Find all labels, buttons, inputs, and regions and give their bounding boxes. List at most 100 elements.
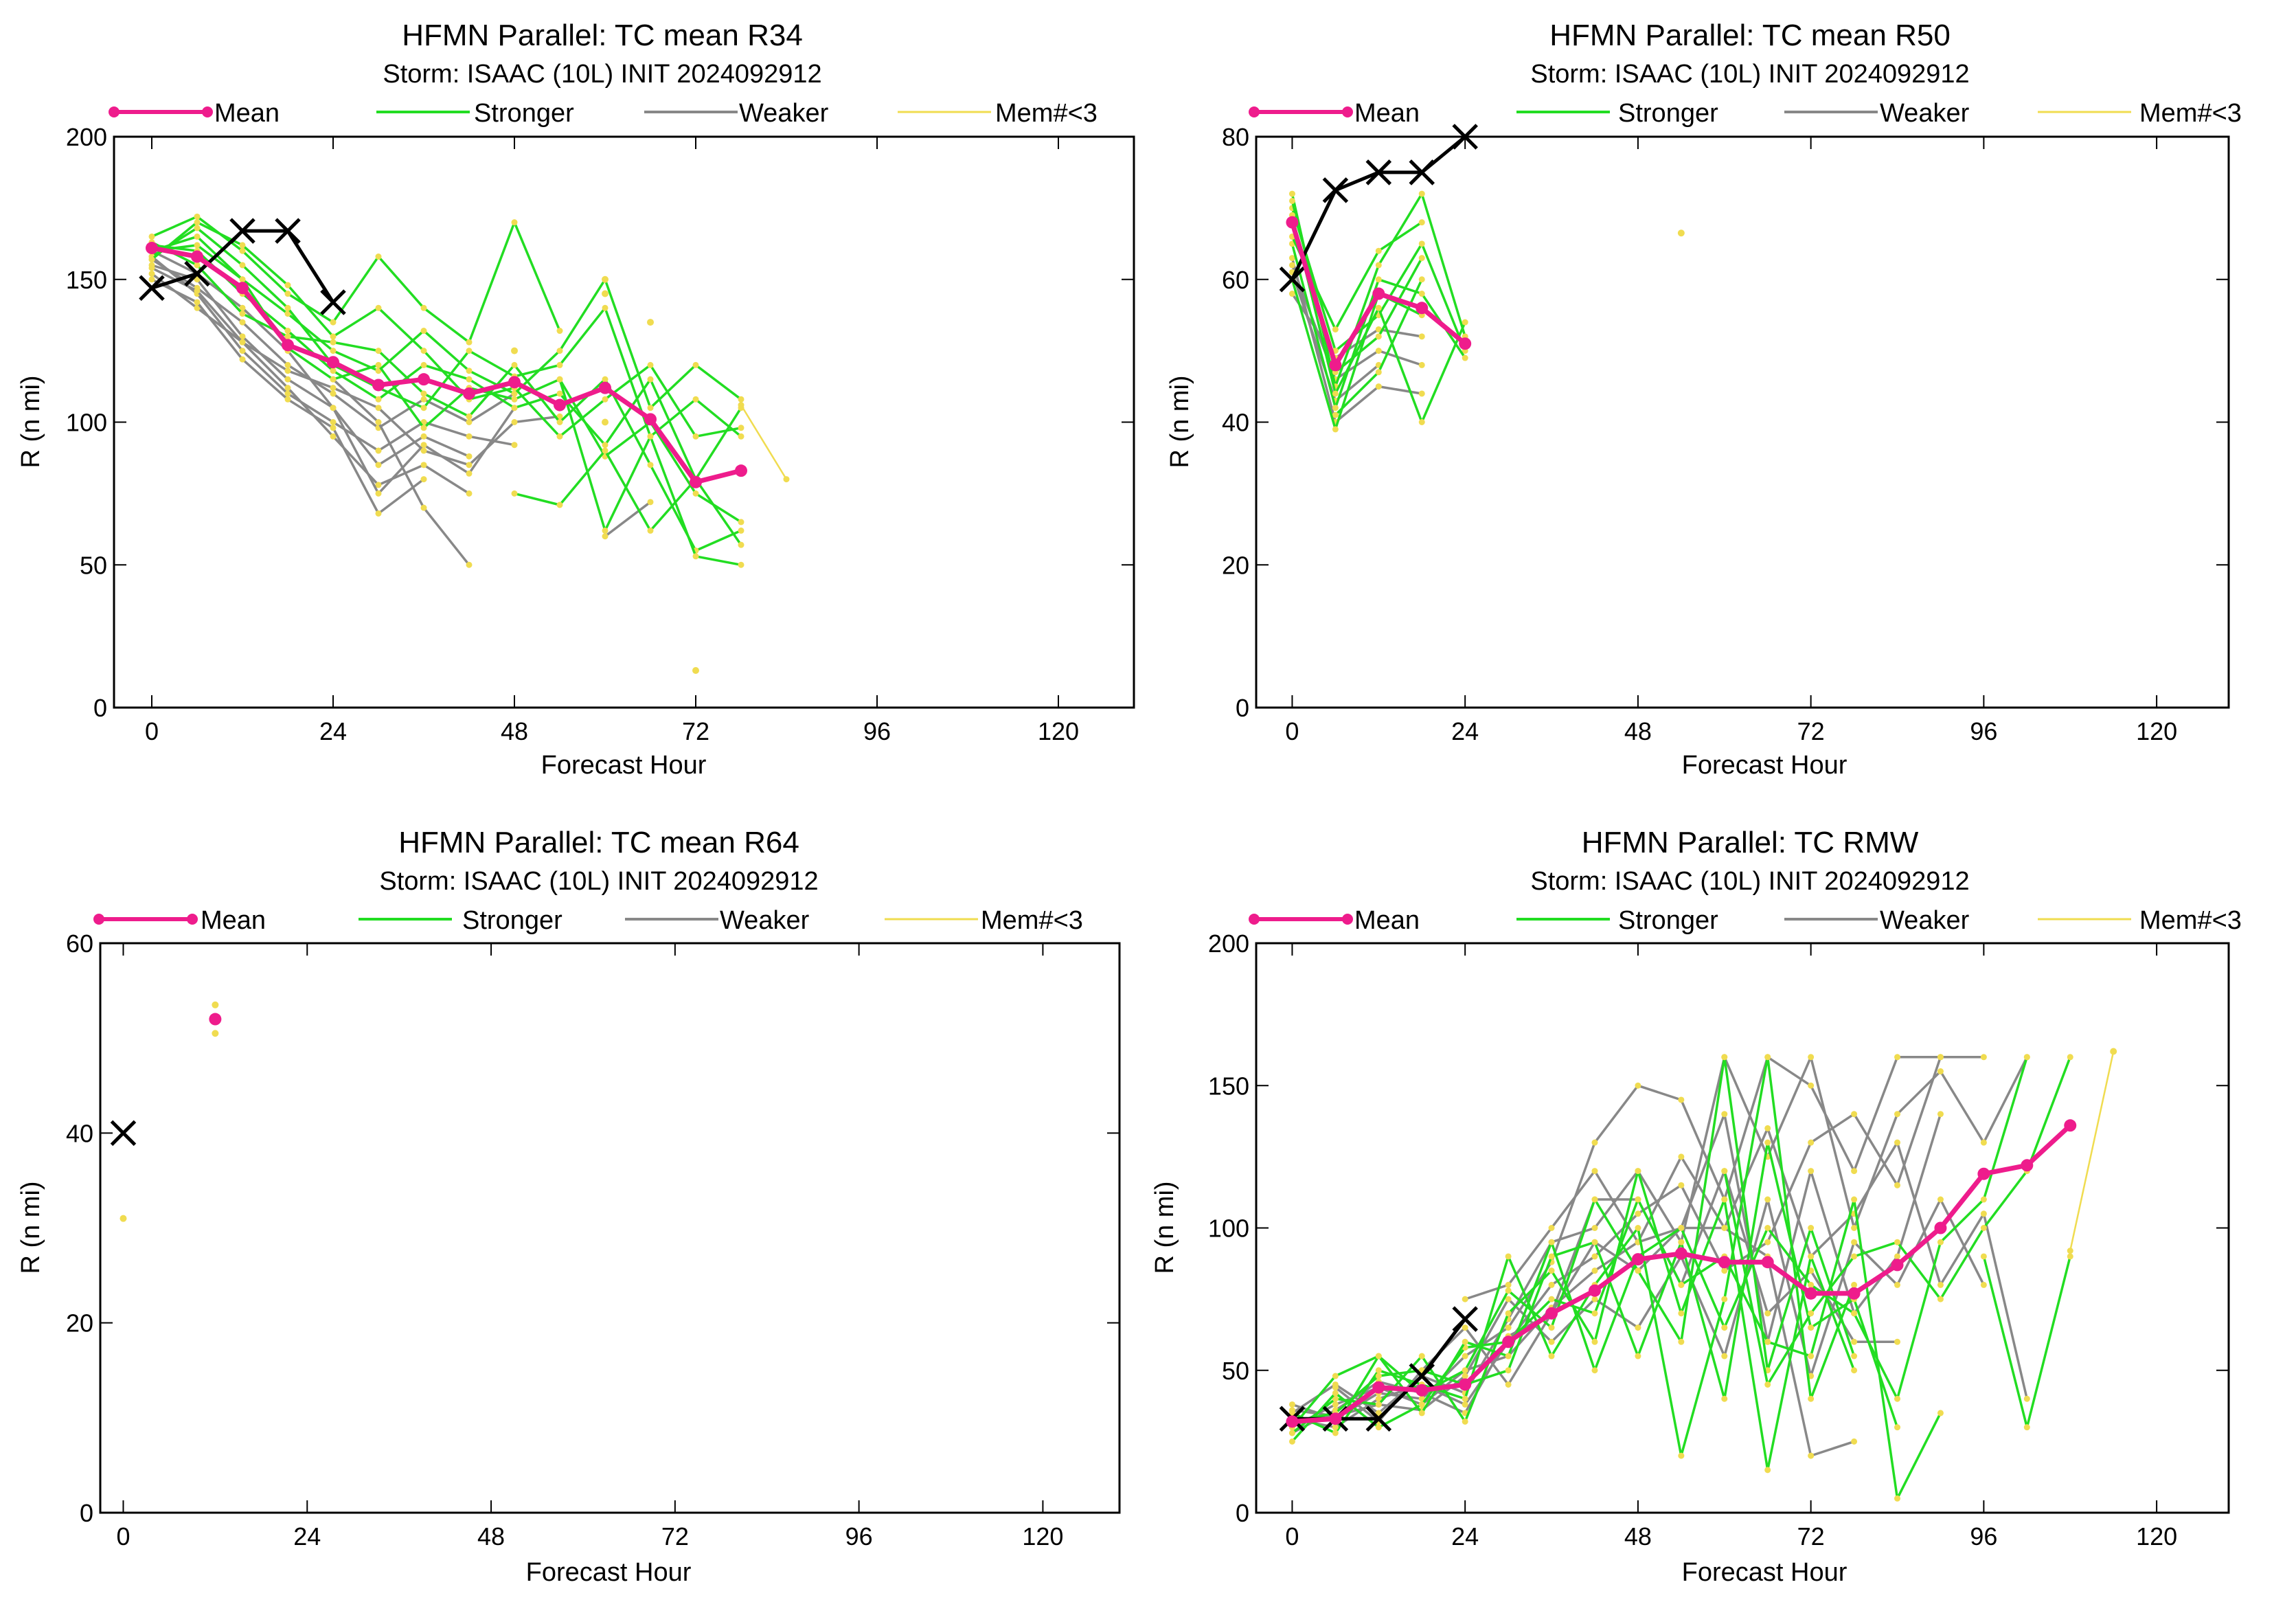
mean-point xyxy=(1329,359,1342,372)
member-point xyxy=(511,490,518,497)
member-point xyxy=(1505,1310,1512,1317)
x-tick-label: 72 xyxy=(1797,717,1825,745)
stronger-member-line xyxy=(151,244,742,523)
y-tick-label: 100 xyxy=(66,409,107,437)
member-point xyxy=(284,333,291,340)
member-point xyxy=(647,405,654,411)
member-point xyxy=(1288,291,1295,297)
member-point xyxy=(1462,319,1468,326)
member-point xyxy=(1808,1139,1815,1146)
mean-point xyxy=(644,413,657,426)
y-tick-label: 40 xyxy=(1222,409,1249,437)
member-point xyxy=(1894,1395,1901,1402)
member-point xyxy=(1332,1395,1339,1402)
member-point xyxy=(692,553,699,560)
member-point xyxy=(466,419,473,425)
y-tick-label: 0 xyxy=(93,694,107,722)
y-tick-label: 200 xyxy=(1208,929,1249,958)
member-point xyxy=(1721,1111,1728,1118)
member-point xyxy=(466,462,473,469)
y-tick-label: 50 xyxy=(80,551,107,579)
member-point xyxy=(1808,1310,1815,1317)
member-point xyxy=(420,348,427,354)
member-point xyxy=(1418,1353,1425,1360)
legend-weaker-label: Weaker xyxy=(720,906,810,935)
stronger-member-line xyxy=(1291,1056,1856,1457)
member-point xyxy=(602,447,609,454)
member-point xyxy=(239,276,246,283)
panel-r34: HFMN Parallel: TC mean R34 Storm: ISAAC … xyxy=(16,19,1135,780)
mean-point xyxy=(463,387,475,400)
mean-point xyxy=(1372,1381,1385,1394)
stronger-member-line xyxy=(1291,1198,1942,1500)
mean-line xyxy=(151,245,742,485)
member-point xyxy=(420,361,427,368)
x-tick-label: 96 xyxy=(1970,1522,1997,1550)
x-tick-label: 0 xyxy=(1285,1522,1299,1550)
legend-mean-label: Mean xyxy=(1354,99,1420,128)
member-point xyxy=(1288,1430,1295,1436)
member-point xyxy=(375,490,382,497)
x-tick-label: 120 xyxy=(2136,1522,2177,1550)
member-point xyxy=(1764,1338,1771,1345)
member-point xyxy=(466,433,473,440)
stronger-member-line xyxy=(151,235,742,409)
few-members-point xyxy=(1677,229,1685,237)
y-axis-label: R (n mi) xyxy=(1150,1181,1179,1274)
member-point xyxy=(1418,291,1425,297)
few-members-line xyxy=(740,404,788,480)
mean-point xyxy=(735,464,747,477)
member-point xyxy=(284,304,291,311)
member-point xyxy=(1288,262,1295,269)
member-point xyxy=(420,433,427,440)
member-point xyxy=(1375,333,1382,340)
y-axis-label: R (n mi) xyxy=(16,1181,45,1274)
mean-point xyxy=(1674,1247,1687,1260)
mean-point xyxy=(1718,1256,1731,1269)
legend-weaker-label: Weaker xyxy=(1880,906,1970,935)
member-point xyxy=(420,504,427,511)
member-point xyxy=(1332,326,1339,332)
legend-weaker-label: Weaker xyxy=(1880,99,1970,128)
member-point xyxy=(330,425,337,431)
member-point xyxy=(1591,1310,1598,1317)
member-point xyxy=(602,304,609,311)
member-point xyxy=(148,233,155,240)
member-point xyxy=(420,425,427,431)
member-point xyxy=(1937,1296,1944,1302)
member-point xyxy=(239,339,246,346)
member-point xyxy=(556,348,563,354)
member-point xyxy=(330,390,337,397)
member-point xyxy=(1851,1338,1858,1345)
member-point xyxy=(1332,1430,1339,1436)
member-point xyxy=(1375,1401,1382,1408)
y-tick-label: 50 xyxy=(1222,1357,1249,1385)
member-point xyxy=(375,405,382,411)
x-axis-label: Forecast Hour xyxy=(1682,1558,1848,1587)
weaker-member-line xyxy=(1464,1169,1855,1457)
member-point xyxy=(1678,1281,1685,1288)
legend-mean-label: Mean xyxy=(201,906,266,935)
member-point xyxy=(1937,1111,1944,1118)
legend-few-label: Mem#<3 xyxy=(995,99,1098,128)
mean-point xyxy=(1416,1384,1429,1397)
member-point xyxy=(239,304,246,311)
member-point xyxy=(239,356,246,363)
x-tick-label: 120 xyxy=(1022,1522,1063,1550)
legend: Mean Stronger Weaker Mem#<3 xyxy=(1249,99,2242,128)
member-point xyxy=(1375,276,1382,283)
member-point xyxy=(466,470,473,477)
observed-marker xyxy=(1452,1306,1478,1332)
member-point xyxy=(148,270,155,277)
member-point xyxy=(1894,1054,1901,1061)
legend: Mean Stronger Weaker Mem#<3 xyxy=(109,99,1098,128)
member-point xyxy=(1635,1082,1641,1089)
member-point xyxy=(1332,1401,1339,1408)
member-point xyxy=(602,442,609,449)
member-point xyxy=(1548,1239,1555,1245)
member-point xyxy=(1418,240,1425,247)
plot-frame xyxy=(1255,135,2230,709)
legend-mean-label: Mean xyxy=(214,99,280,128)
member-point xyxy=(1635,1196,1641,1203)
y-tick-label: 60 xyxy=(1222,266,1249,294)
